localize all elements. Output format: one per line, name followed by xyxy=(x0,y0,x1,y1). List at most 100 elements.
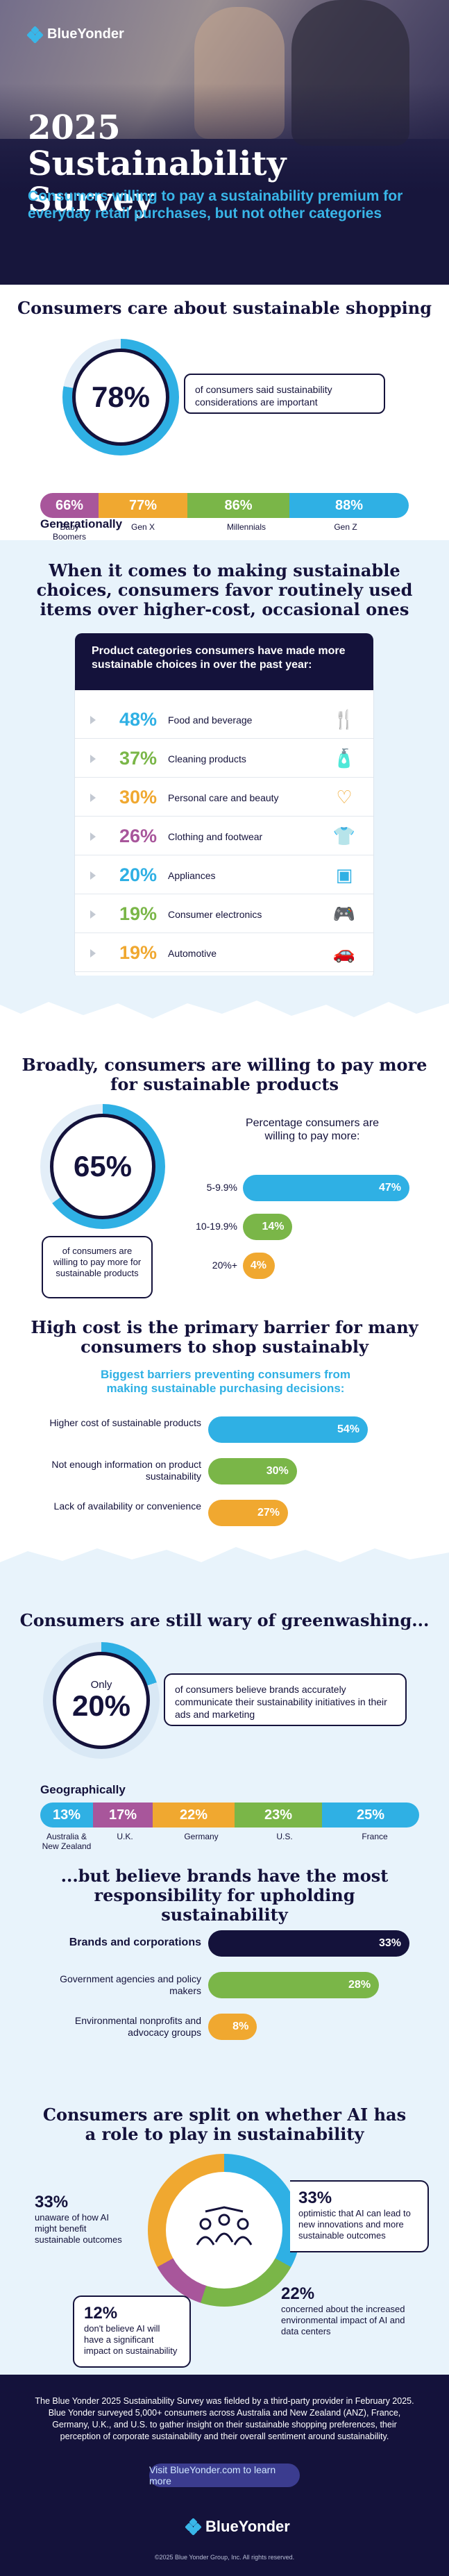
product-name: Food and beverage xyxy=(168,714,253,726)
bar: 8% xyxy=(208,2014,257,2040)
car-icon: 🚗 xyxy=(332,942,356,963)
gen-segment-boomers: 66% xyxy=(40,493,99,518)
product-name: Clothing and footwear xyxy=(168,830,263,842)
geographically-label: Geographically xyxy=(40,1783,126,1796)
pay-stat: 65% xyxy=(73,1150,133,1182)
ai-donut xyxy=(148,2154,300,2307)
gen-label-genx: Gen X xyxy=(130,522,155,532)
product-row: 26% Clothing and footwear 👕 xyxy=(75,818,373,855)
region-label-france: France xyxy=(362,1832,388,1841)
pay-donut: 65% xyxy=(40,1104,165,1229)
product-name: Personal care and beauty xyxy=(168,792,279,803)
bar-label: 20%+ xyxy=(212,1260,237,1271)
pay-title: Broadly, consumers are willing to pay mo… xyxy=(22,1055,427,1094)
product-card-header: Product categories consumers have made m… xyxy=(75,633,373,690)
product-row: 48% Food and beverage 🍴 xyxy=(75,701,373,739)
region-label-germany: Germany xyxy=(184,1832,219,1841)
bar-label: Not enough information on product sustai… xyxy=(51,1459,201,1482)
bar-label: Brands and corporations xyxy=(69,1937,201,1948)
footer-description: The Blue Yonder 2025 Sustainability Surv… xyxy=(35,2396,414,2441)
care-title: Consumers care about sustainable shoppin… xyxy=(17,298,432,318)
region-segment-france: 25% xyxy=(322,1803,419,1828)
footer-logo: BlueYonder xyxy=(185,2518,290,2536)
greenwash-stat: 20% xyxy=(71,1689,131,1722)
ai-stat-no-impact: 12% don't believe AI will have a signifi… xyxy=(73,2295,191,2368)
ai-stat-concerned: 22% concerned about the increased enviro… xyxy=(281,2284,405,2336)
pay-chart-title: Percentage consumers are willing to pay … xyxy=(245,1117,380,1142)
bar: 4% xyxy=(243,1253,275,1279)
bar: 54% xyxy=(208,1416,368,1443)
row-marker-icon xyxy=(90,715,96,724)
gen-label-genz: Gen Z xyxy=(334,522,357,532)
washer-icon: ▣ xyxy=(335,864,353,885)
generationally-label: Generationally xyxy=(40,517,123,530)
product-name: Consumer electronics xyxy=(168,908,262,920)
product-pct: 37% xyxy=(119,748,158,769)
gen-label-boomers: Baby Boomers xyxy=(52,522,87,542)
region-segment-germany: 22% xyxy=(153,1803,235,1828)
heart-icon: ♡ xyxy=(336,787,353,808)
ai-stat-unaware: 33% unaware of how AI might benefit sust… xyxy=(35,2193,122,2245)
bar: 28% xyxy=(208,1972,380,1998)
bar-label: Lack of availability or convenience xyxy=(53,1500,201,1512)
gamepad-icon: 🎮 xyxy=(332,903,356,924)
learn-more-button[interactable]: Visit BlueYonder.com to learn more xyxy=(149,2464,300,2487)
care-callout: of consumers said sustainability conside… xyxy=(184,374,385,414)
region-bar: 13% 17% 22% 23% 25% xyxy=(40,1803,419,1828)
row-marker-icon xyxy=(90,754,96,763)
product-pct: 30% xyxy=(119,787,158,808)
bar-label: Higher cost of sustainable products xyxy=(49,1417,201,1428)
row-marker-icon xyxy=(90,832,96,841)
product-row: 37% Cleaning products 🧴 xyxy=(75,740,373,778)
gen-segment-millennials: 86% xyxy=(187,493,289,518)
barrier-title: High cost is the primary barrier for man… xyxy=(31,1317,418,1357)
region-label-us: U.S. xyxy=(276,1832,293,1841)
responsibility-title: ...but believe brands have the most resp… xyxy=(60,1866,389,1925)
product-name: Automotive xyxy=(168,947,217,959)
bar: 30% xyxy=(208,1458,297,1484)
greenwash-donut: Only 20% xyxy=(43,1642,160,1759)
product-pct: 26% xyxy=(119,826,158,846)
greenwash-callout: of consumers believe brands accurately c… xyxy=(164,1673,407,1726)
row-marker-icon xyxy=(90,793,96,802)
greenwash-title: Consumers are still wary of greenwashing… xyxy=(19,1610,430,1630)
footer: The Blue Yonder 2025 Sustainability Surv… xyxy=(0,2375,449,2576)
product-pct: 19% xyxy=(119,942,158,963)
bar: 47% xyxy=(243,1175,409,1201)
ai-stat-optimistic: 33% optimistic that AI can lead to new i… xyxy=(290,2180,429,2252)
brand-logo: BlueYonder xyxy=(26,25,124,44)
generation-bar: 66% 77% 86% 88% xyxy=(40,493,409,518)
cleaning-icon: 🧴 xyxy=(332,748,356,769)
footer-brand-name: BlueYonder xyxy=(205,2518,290,2535)
row-marker-icon xyxy=(90,948,96,957)
food-icon: 🍴 xyxy=(332,709,356,730)
hero-title: 2025 Sustainability Survey xyxy=(28,108,287,219)
region-segment-uk: 17% xyxy=(93,1803,153,1828)
gen-segment-genx: 77% xyxy=(99,493,187,518)
product-row: 19% Automotive 🚗 xyxy=(75,935,373,972)
product-name: Cleaning products xyxy=(168,753,246,764)
region-label-anz: Australia & New Zealand xyxy=(42,1832,92,1851)
product-pct: 19% xyxy=(119,903,158,924)
care-stat: 78% xyxy=(91,380,151,413)
shirt-icon: 👕 xyxy=(332,826,356,846)
torn-paper-divider xyxy=(0,976,449,1019)
product-row: 20% Appliances ▣ xyxy=(75,857,373,894)
gen-segment-genz: 88% xyxy=(289,493,409,518)
bar-label: Government agencies and policy makers xyxy=(60,1973,201,1996)
product-row: 30% Personal care and beauty ♡ xyxy=(75,779,373,817)
product-name: Appliances xyxy=(168,869,216,881)
pay-section: Broadly, consumers are willing to pay mo… xyxy=(0,1028,449,1569)
region-label-uk: U.K. xyxy=(117,1832,133,1841)
copyright: ©2025 Blue Yonder Group, Inc. All rights… xyxy=(154,2554,295,2561)
choices-title: When it comes to making sustainable choi… xyxy=(36,560,413,619)
gen-label-millennials: Millennials xyxy=(226,522,266,532)
footer-logo-mark-icon xyxy=(185,2518,202,2536)
people-network-icon xyxy=(196,2206,253,2245)
row-marker-icon xyxy=(90,910,96,919)
product-pct: 48% xyxy=(119,709,158,730)
region-segment-us: 23% xyxy=(235,1803,322,1828)
greenwash-stat-prefix: Only xyxy=(90,1679,112,1691)
bar-label: Environmental nonprofits and advocacy gr… xyxy=(74,2015,201,2038)
row-marker-icon xyxy=(90,871,96,880)
